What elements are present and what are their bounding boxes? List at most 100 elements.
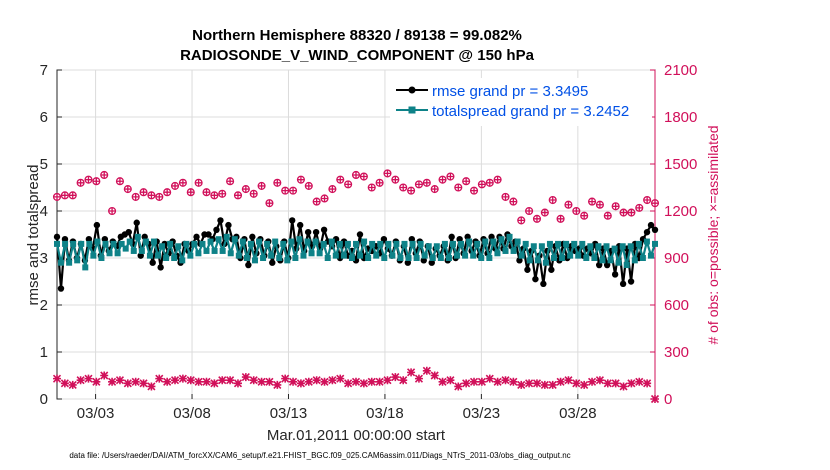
- possible-point-cross: [612, 203, 619, 210]
- possible-point: [611, 202, 620, 211]
- rmse-point: [516, 257, 523, 264]
- rmse-point: [213, 226, 220, 233]
- rmse-point: [532, 275, 539, 283]
- legend-label-spread: totalspread grand pr = 3.2452: [432, 103, 629, 120]
- rmse-point: [193, 233, 200, 241]
- possible-point-cross: [478, 181, 485, 188]
- rmse-point: [125, 228, 132, 236]
- spread-point: [365, 255, 372, 261]
- possible-point: [564, 200, 573, 209]
- possible-point-cross: [471, 187, 478, 194]
- possible-point-cross: [368, 184, 375, 191]
- spread-point: [502, 247, 509, 254]
- possible-point-cross: [431, 186, 438, 193]
- spread-point: [280, 240, 287, 247]
- spread-point: [235, 252, 242, 259]
- rmse-point: [456, 236, 463, 243]
- data-file-footnote: data file: /Users/raeder/DAI/ATM_forcXX/…: [69, 451, 570, 460]
- possible-point: [328, 185, 337, 194]
- assimilated-point: [288, 377, 298, 386]
- assimilated-point: [627, 379, 636, 388]
- rmse-point: [85, 236, 93, 243]
- rmse-point: [603, 261, 611, 269]
- rmse-point: [245, 261, 252, 269]
- spread-point: [146, 252, 153, 259]
- possible-point: [407, 186, 416, 195]
- spread-point: [300, 252, 307, 259]
- possible-point-cross: [604, 212, 611, 219]
- assimilated-point: [170, 376, 180, 385]
- rmse-point: [595, 261, 603, 269]
- rmse-point: [61, 236, 69, 243]
- spread-point: [223, 233, 230, 240]
- rmse-point: [647, 221, 655, 229]
- assimilated-point: [430, 371, 439, 380]
- possible-point-cross: [502, 193, 509, 200]
- possible-point: [493, 175, 502, 184]
- spread-point: [211, 247, 218, 254]
- possible-point-cross: [384, 170, 391, 177]
- possible-point-cross: [219, 190, 226, 197]
- spread-point: [627, 243, 634, 250]
- rmse-point: [141, 233, 148, 241]
- possible-point-cross: [408, 187, 415, 194]
- spread-point: [639, 255, 646, 261]
- possible-point: [414, 180, 423, 189]
- possible-point-cross: [172, 182, 179, 189]
- spread-point: [647, 252, 654, 259]
- spread-point: [534, 257, 541, 264]
- possible-point-cross: [250, 190, 257, 197]
- spread-point: [462, 252, 469, 259]
- spread-point: [454, 252, 461, 259]
- y-tick-label: 5: [40, 156, 48, 173]
- spread-point: [563, 240, 570, 247]
- spread-point: [70, 240, 77, 247]
- assimilated-point: [611, 379, 620, 388]
- assimilated-point: [375, 377, 384, 386]
- spread-point: [579, 240, 586, 247]
- spread-point: [163, 255, 170, 261]
- spread-point: [413, 255, 420, 261]
- spread-point: [449, 240, 456, 247]
- rmse-point: [408, 236, 416, 243]
- assimilated-point: [320, 377, 329, 386]
- spread-point: [243, 255, 250, 261]
- possible-point-cross: [54, 193, 60, 200]
- possible-point-cross: [510, 198, 517, 205]
- assimilated-point: [532, 379, 542, 388]
- spread-point: [219, 247, 226, 254]
- possible-point: [650, 199, 660, 208]
- rmse-point: [137, 252, 144, 259]
- assimilated-point: [194, 377, 203, 386]
- assimilated-point: [202, 377, 211, 386]
- assimilated-point: [383, 376, 392, 385]
- spread-point: [312, 238, 319, 245]
- spread-point: [171, 255, 178, 261]
- y-right-tick-label: 300: [664, 344, 689, 361]
- possible-point: [517, 216, 526, 225]
- possible-point: [304, 181, 313, 190]
- possible-point-cross: [148, 192, 155, 199]
- possible-point-cross: [258, 182, 265, 189]
- possible-point: [643, 195, 652, 205]
- y-right-tick-label: 1800: [664, 109, 697, 126]
- spread-point: [324, 255, 331, 261]
- rmse-point: [619, 280, 627, 288]
- rmse-point: [57, 285, 65, 292]
- possible-point: [548, 195, 557, 205]
- spread-point: [538, 243, 545, 250]
- y-axis-right-ticks: 0 300 600 900 1200 1500 1800 2100: [650, 62, 697, 408]
- spread-point: [344, 240, 351, 247]
- assimilated-point: [210, 379, 219, 388]
- possible-point-cross: [494, 176, 501, 183]
- assimilated-point: [462, 379, 471, 388]
- spread-point: [405, 255, 412, 261]
- possible-point: [289, 186, 298, 195]
- assimilated-point: [163, 377, 172, 386]
- spread-point: [482, 238, 489, 245]
- possible-point-cross: [573, 208, 580, 214]
- spread-point: [348, 255, 355, 261]
- y-axis-label: rmse and totalspread: [25, 165, 42, 306]
- possible-point: [525, 206, 534, 216]
- spread-point: [74, 257, 81, 264]
